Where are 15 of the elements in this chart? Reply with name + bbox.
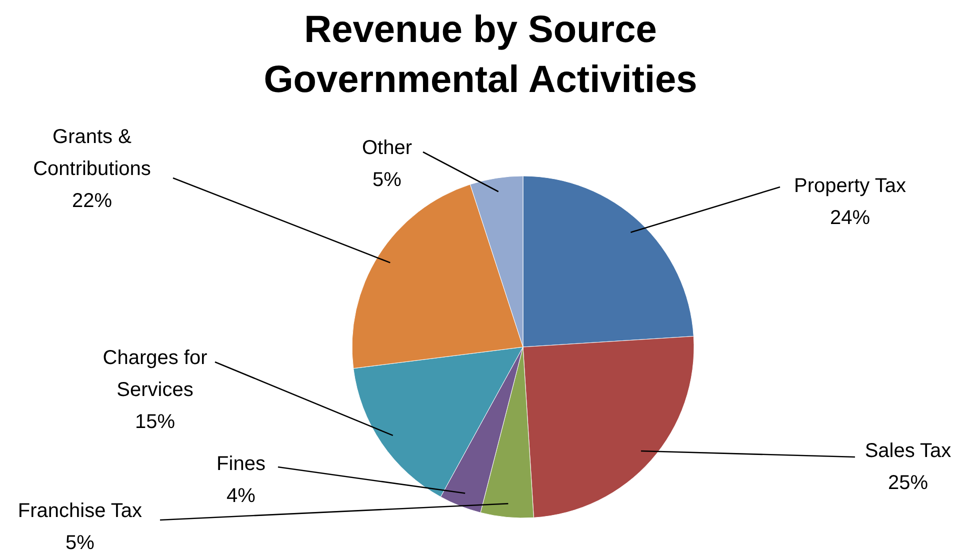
slice-label: Charges for Services	[102, 347, 208, 401]
data-label: 15%	[134, 411, 176, 433]
data-label: 22%	[72, 190, 112, 212]
slice-label: Property Tax	[794, 175, 906, 197]
slice-label: Franchise Tax	[18, 500, 142, 522]
data-label: 5%	[66, 532, 95, 554]
slice-label: Grants & Contributions	[33, 126, 151, 180]
data-label: 24%	[830, 207, 870, 229]
slice-label: Sales Tax	[864, 440, 952, 462]
data-label: 4%	[226, 485, 256, 507]
slice-label: Fines	[216, 453, 266, 475]
slice-label: Other	[362, 137, 412, 159]
chart-title: Revenue by Source Governmental Activities	[264, 9, 698, 101]
data-label: 5%	[372, 169, 402, 191]
data-label: 25%	[888, 472, 928, 494]
